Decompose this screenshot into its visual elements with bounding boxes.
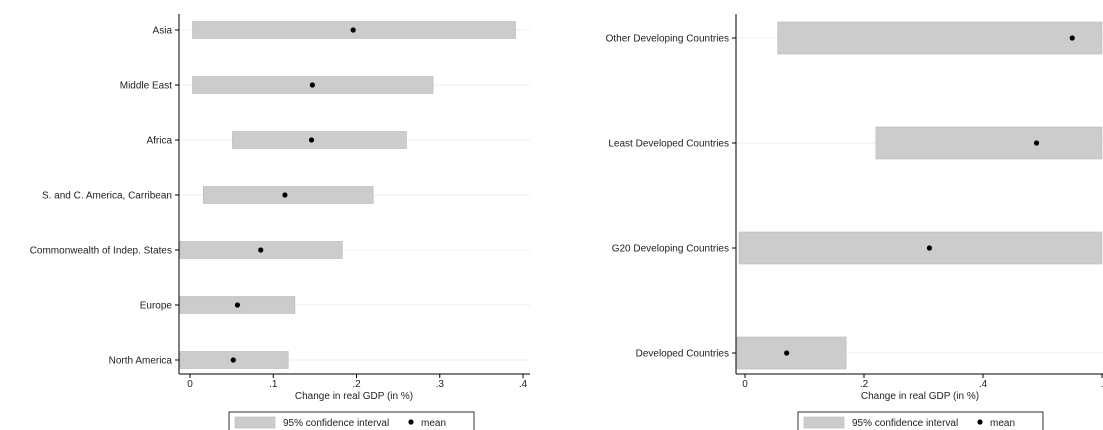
legend-ci-label: 95% confidence interval [852,418,958,429]
mean-point-asia [350,27,356,33]
chart-panel-2: Other Developing Countries Least Develope… [606,14,1103,430]
legend-box [797,411,1044,430]
x-tick-label: .2 [860,379,869,390]
legend-mean-label: mean [421,418,446,429]
legend-ci-label: 95% confidence interval [283,418,389,429]
x-tick-label: . [1101,379,1103,390]
y-tick-label-middle-east: Middle East [120,81,172,92]
y-tick-label-commonwealth-of-indep-states: Commonwealth of Indep. States [30,246,172,257]
ci-bar-developed-countries [736,336,847,370]
ci-bar-least-developed-countries [875,126,1103,160]
legend-mean-marker [408,419,414,425]
y-tick-label-europe: Europe [140,301,173,312]
x-tick-label: .1 [269,379,278,390]
x-axis-title: Change in real GDP (in %) [295,391,413,402]
ci-bar-other-developing-countries [777,21,1103,55]
legend: 95% confidence interval mean [228,411,475,430]
mean-point-middle-east [309,82,315,88]
legend-ci-swatch [803,416,845,429]
y-tick-label-other-developing-countries: Other Developing Countries [606,34,729,45]
legend-mean-marker [977,419,983,425]
y-tick-label-developed-countries: Developed Countries [636,349,729,360]
x-axis-title: Change in real GDP (in %) [861,391,979,402]
ci-bar-g20-developing-countries [738,231,1103,265]
mean-point-g20-developing-countries [926,245,933,251]
y-tick-label-least-developed-countries: Least Developed Countries [608,139,729,150]
mean-point-developed-countries [784,350,790,356]
x-tick-label: 0 [742,379,748,390]
mean-point-north-america [230,357,236,363]
legend-ci-swatch [234,416,276,429]
legend-box [228,411,475,430]
y-tick-label-s-and-c-america-carribean: S. and C. America, Carribean [42,191,172,202]
y-tick-label-g20-developing-countries: G20 Developing Countries [612,244,729,255]
y-tick-label-africa: Africa [146,136,172,147]
chart-panel-1: Asia Middle East Africa S. and C. America, … [30,14,530,430]
x-tick-label: 0 [187,379,193,390]
mean-point-europe [234,302,241,308]
x-tick-label: .4 [979,379,988,390]
mean-point-africa [308,137,315,143]
mean-point-least-developed-countries [1033,140,1040,146]
ci-bar-africa [232,131,407,149]
y-tick-label-north-america: North America [109,356,173,367]
ci-bar-s-and-c-america-carribean [203,186,374,204]
legend-mean-label: mean [990,418,1015,429]
x-tick-label: .2 [352,379,361,390]
x-tick-label: .3 [436,379,445,390]
x-tick-label: .4 [519,379,528,390]
mean-point-other-developing-countries [1069,35,1075,41]
mean-point-commonwealth-of-indep-states [258,247,264,253]
mean-point-s-and-c-america-carribean [282,192,288,198]
legend: 95% confidence interval mean [797,411,1044,430]
y-tick-label-asia: Asia [153,26,173,37]
